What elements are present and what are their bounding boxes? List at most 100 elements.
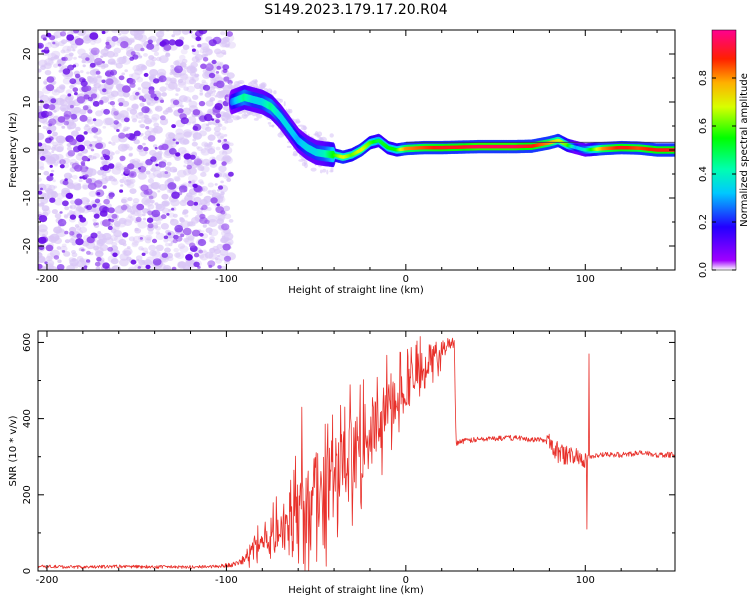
- ridge-halo: [261, 83, 266, 88]
- noise-blob: [175, 152, 181, 157]
- noise-blob: [199, 216, 208, 225]
- noise-blob: [101, 219, 111, 227]
- noise-speckle: [128, 152, 133, 157]
- noise-blob: [137, 144, 143, 150]
- noise-speckle: [42, 208, 51, 215]
- noise-speckle: [155, 220, 162, 225]
- noise-blob: [85, 259, 91, 263]
- noise-blob: [57, 63, 62, 67]
- noise-speckle: [202, 51, 206, 54]
- noise-speckle: [38, 224, 48, 233]
- noise-speckle: [167, 212, 175, 218]
- noise-speckle: [95, 266, 101, 270]
- noise-blob: [74, 198, 83, 206]
- noise-blob: [69, 231, 75, 236]
- noise-speckle: [127, 197, 133, 202]
- noise-blob: [209, 159, 217, 165]
- noise-speckle: [155, 226, 161, 231]
- noise-blob: [208, 39, 217, 47]
- noise-speckle: [181, 30, 190, 35]
- noise-speckle: [165, 108, 171, 113]
- noise-speckle: [133, 30, 139, 33]
- noise-blob: [228, 171, 234, 177]
- noise-speckle: [205, 227, 213, 234]
- noise-speckle: [38, 202, 41, 206]
- noise-speckle: [223, 232, 234, 241]
- noise-blob: [161, 39, 170, 46]
- noise-blob: [198, 100, 206, 107]
- noise-speckle: [223, 52, 227, 55]
- spectrogram-data: [38, 30, 675, 270]
- noise-speckle: [217, 254, 220, 258]
- noise-blob: [180, 117, 189, 125]
- noise-blob: [217, 185, 224, 190]
- noise-speckle: [54, 235, 60, 241]
- noise-speckle: [145, 98, 154, 104]
- noise-speckle: [174, 176, 181, 182]
- noise-speckle: [205, 123, 210, 127]
- noise-speckle: [214, 257, 219, 261]
- noise-blob: [92, 100, 100, 107]
- noise-speckle: [113, 47, 122, 54]
- noise-speckle: [209, 97, 216, 102]
- noise-speckle: [144, 130, 152, 137]
- noise-blob: [87, 96, 93, 102]
- noise-speckle: [38, 147, 43, 155]
- noise-speckle: [191, 141, 198, 147]
- noise-speckle: [120, 113, 125, 118]
- noise-blob: [198, 30, 208, 35]
- noise-blob: [163, 235, 169, 240]
- noise-speckle: [151, 113, 160, 121]
- noise-speckle: [139, 102, 145, 107]
- noise-speckle: [147, 204, 155, 210]
- noise-speckle: [52, 131, 58, 137]
- noise-blob: [38, 263, 43, 270]
- noise-speckle: [117, 143, 128, 152]
- noise-speckle: [183, 237, 190, 243]
- noise-blob: [130, 172, 135, 176]
- noise-blob: [221, 223, 230, 231]
- noise-speckle: [187, 116, 197, 124]
- noise-blob: [89, 32, 99, 40]
- noise-speckle: [206, 207, 212, 211]
- noise-speckle: [51, 50, 61, 59]
- noise-blob: [105, 78, 114, 85]
- noise-speckle: [180, 104, 184, 108]
- noise-blob: [208, 72, 216, 79]
- noise-speckle: [39, 202, 45, 207]
- noise-speckle: [149, 183, 155, 187]
- noise-blob: [132, 54, 139, 60]
- noise-blob: [79, 114, 88, 122]
- noise-speckle: [172, 30, 182, 36]
- noise-speckle: [133, 139, 140, 145]
- noise-speckle: [53, 55, 60, 60]
- ridge-halo: [271, 124, 275, 128]
- noise-blob: [192, 123, 202, 131]
- noise-blob: [147, 223, 154, 229]
- noise-speckle: [141, 213, 146, 217]
- noise-speckle: [67, 183, 76, 190]
- noise-blob: [189, 242, 196, 248]
- noise-blob: [215, 80, 225, 89]
- noise-blob: [167, 182, 177, 190]
- noise-speckle: [126, 179, 134, 185]
- noise-speckle: [79, 109, 87, 115]
- noise-speckle: [127, 214, 133, 219]
- noise-speckle: [199, 166, 205, 172]
- noise-blob: [59, 159, 66, 165]
- noise-blob: [186, 200, 195, 207]
- noise-speckle: [156, 43, 160, 47]
- noise-blob: [67, 93, 72, 97]
- noise-speckle: [93, 83, 97, 87]
- noise-speckle: [136, 159, 141, 163]
- noise-speckle: [205, 100, 214, 107]
- noise-speckle: [63, 215, 69, 219]
- noise-speckle: [138, 149, 148, 157]
- noise-speckle: [218, 165, 227, 173]
- noise-speckle: [120, 119, 125, 123]
- noise-speckle: [143, 259, 153, 266]
- noise-blob: [172, 99, 180, 106]
- noise-blob: [89, 143, 93, 147]
- noise-speckle: [151, 181, 161, 190]
